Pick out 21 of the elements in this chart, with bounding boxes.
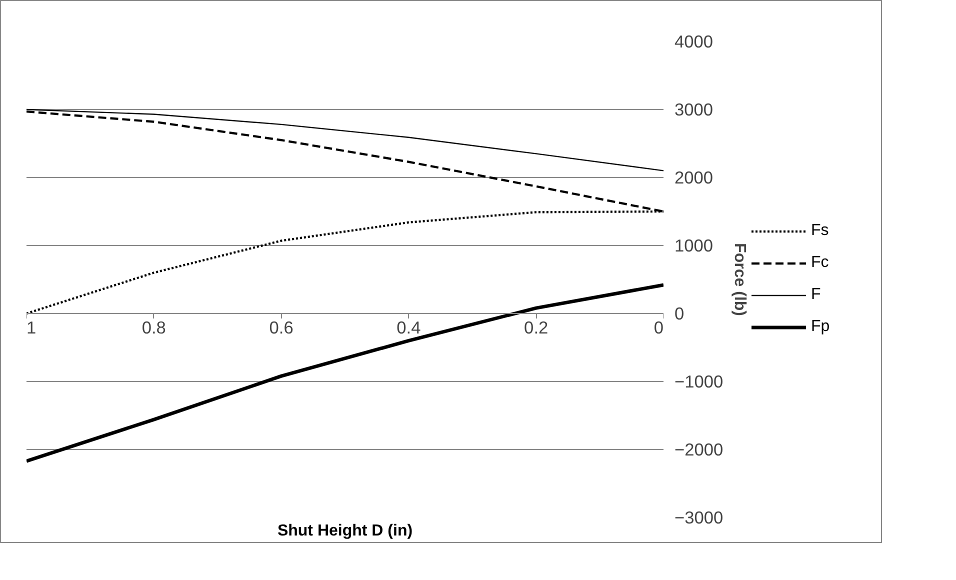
y-tick-label: −1000 <box>674 372 724 392</box>
y-tick-label: −3000 <box>674 508 724 528</box>
y-tick-label: −2000 <box>674 440 724 460</box>
legend-label: Fs <box>811 222 830 240</box>
y-tick-label: 4000 <box>674 32 714 52</box>
y-tick-label: 0 <box>674 304 684 324</box>
y-tick-label: 1000 <box>674 236 714 256</box>
x-tick-label: 0 <box>654 318 664 338</box>
legend-label: Fc <box>811 254 830 272</box>
x-tick-label: 0.8 <box>142 318 166 338</box>
x-axis-title: Shut Height D (in) <box>277 522 413 540</box>
x-tick-label: 0.6 <box>269 318 294 338</box>
x-tick-label: 0.2 <box>524 318 548 338</box>
legend-label: F <box>811 286 822 304</box>
x-tick-label: 0.4 <box>396 318 422 338</box>
y-tick-label: 2000 <box>674 168 714 188</box>
x-tick-label: 1 <box>26 318 36 338</box>
y-axis-title: Force (lb) <box>731 243 748 316</box>
line-series <box>26 283 664 463</box>
legend-label: Fp <box>811 318 831 336</box>
y-tick-label: 3000 <box>674 100 714 120</box>
